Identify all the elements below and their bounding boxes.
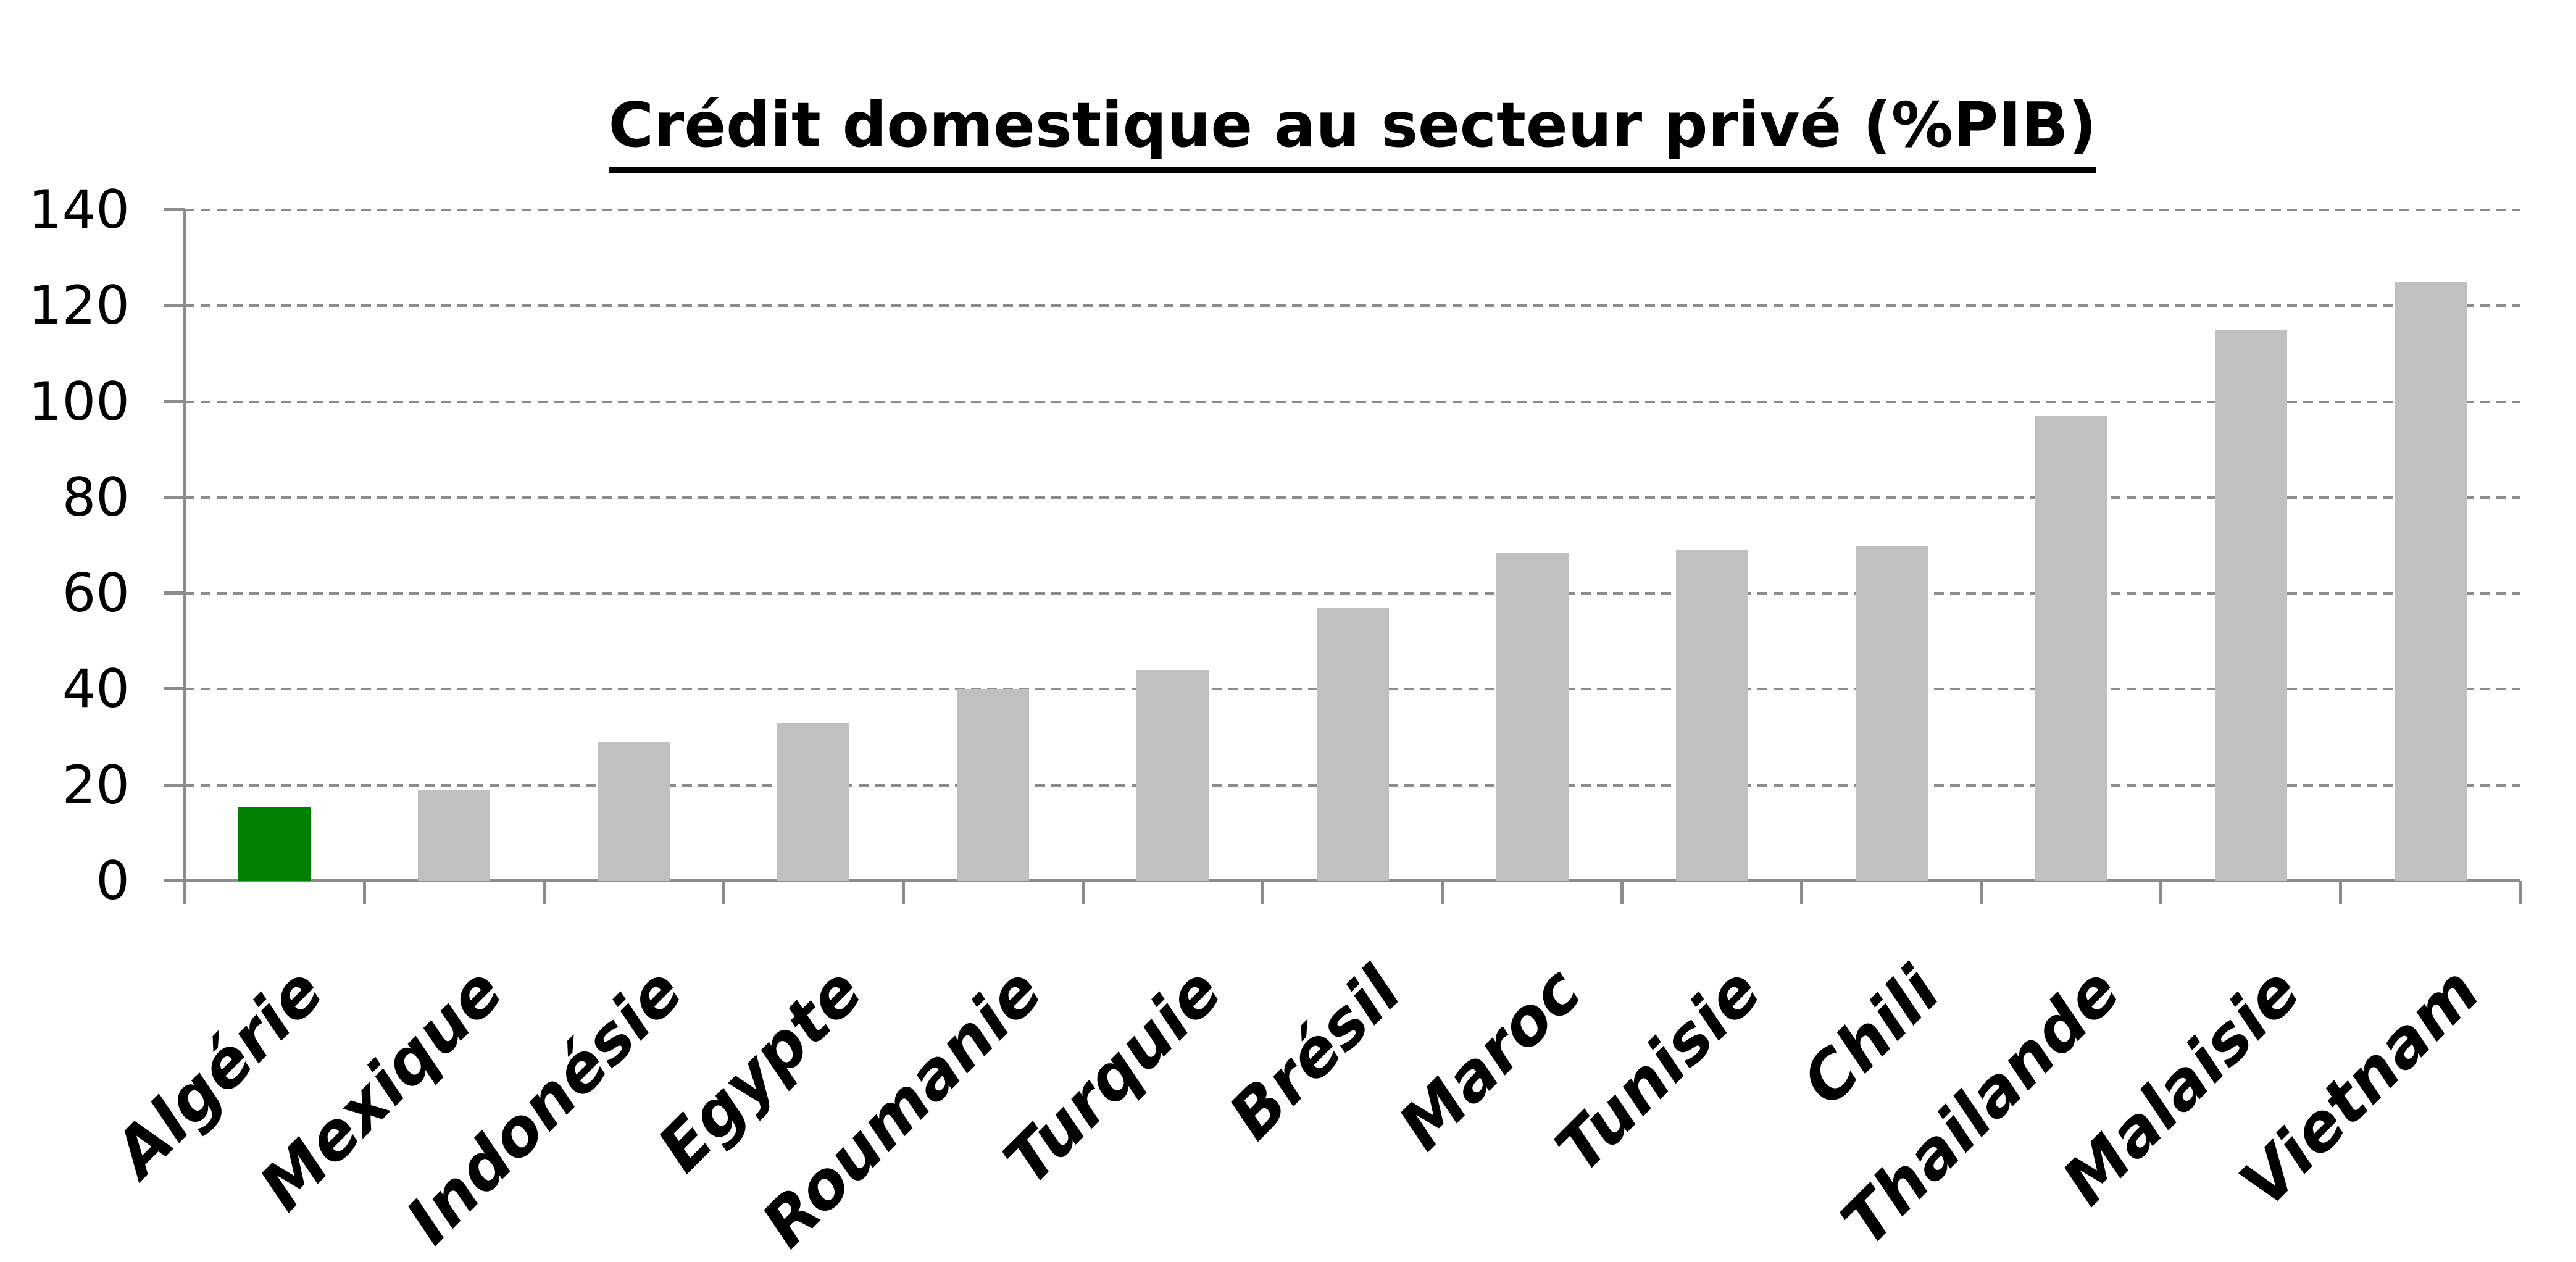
chart-title: Crédit domestique au secteur privé (%PIB…: [185, 91, 2520, 173]
bar-turquie: [1136, 670, 1209, 881]
y-tick-60: [164, 591, 185, 595]
bar-thailande: [2035, 416, 2107, 881]
x-tick-1: [362, 881, 366, 904]
gridline-140: [185, 209, 2520, 211]
x-axis-label-bresil: Brésil: [1215, 953, 1416, 1154]
gridline-60: [185, 592, 2520, 595]
bar-malaisie: [2214, 330, 2287, 881]
x-tick-4: [901, 881, 905, 904]
x-tick-13: [2519, 881, 2522, 904]
x-tick-7: [1441, 881, 1444, 904]
x-tick-12: [2339, 881, 2343, 904]
y-axis-label-60: 60: [62, 562, 130, 625]
chart-title-text: Crédit domestique au secteur privé (%PIB…: [608, 91, 2097, 173]
x-tick-6: [1261, 881, 1264, 904]
bar-egypte: [777, 722, 850, 881]
y-axis-label-80: 80: [62, 466, 130, 529]
y-tick-140: [164, 208, 185, 211]
y-axis-label-100: 100: [28, 370, 130, 433]
bar-indonesie: [598, 742, 670, 881]
y-axis-label-40: 40: [62, 658, 130, 721]
y-tick-40: [164, 687, 185, 691]
y-tick-80: [164, 495, 185, 499]
x-tick-0: [183, 881, 186, 904]
bar-tunisie: [1675, 550, 1748, 881]
y-tick-100: [164, 399, 185, 403]
gridline-80: [185, 496, 2520, 499]
x-tick-5: [1081, 881, 1085, 904]
y-tick-120: [164, 304, 185, 307]
y-axis-label-0: 0: [96, 850, 130, 912]
y-tick-20: [164, 783, 185, 787]
y-axis-line: [183, 210, 186, 904]
x-tick-11: [2159, 881, 2163, 904]
bar-chili: [1855, 545, 1928, 881]
y-axis-label-120: 120: [28, 275, 130, 337]
bar-roumanie: [957, 689, 1030, 881]
y-axis-label-140: 140: [28, 179, 130, 241]
bar-algerie: [238, 806, 311, 881]
gridline-100: [185, 400, 2520, 403]
x-tick-3: [722, 881, 725, 904]
plot-area: [164, 208, 2522, 904]
y-axis-label-20: 20: [62, 754, 130, 816]
gridline-120: [185, 304, 2520, 307]
bar-maroc: [1496, 553, 1569, 881]
x-tick-10: [1980, 881, 1983, 904]
bar-mexique: [418, 790, 491, 881]
x-tick-8: [1620, 881, 1624, 904]
x-axis-label-chili: Chili: [1788, 953, 1955, 1120]
x-tick-2: [542, 881, 546, 904]
bar-bresil: [1316, 608, 1389, 881]
x-tick-9: [1800, 881, 1804, 904]
bar-vietnam: [2394, 282, 2467, 881]
